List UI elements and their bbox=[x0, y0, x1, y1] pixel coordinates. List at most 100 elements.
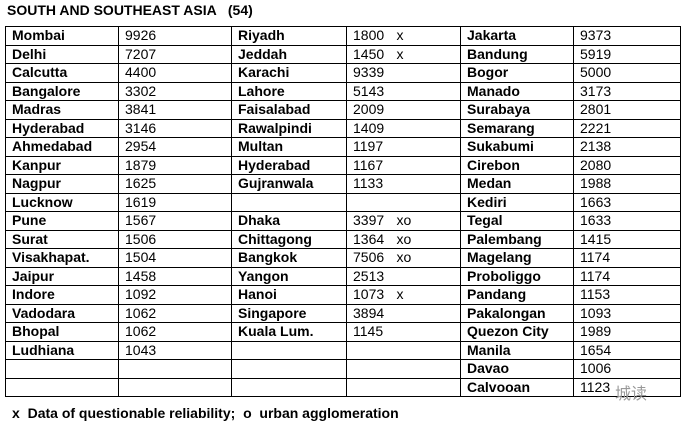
population-cell: 7506 bbox=[346, 248, 393, 268]
city-cell: Pandang bbox=[460, 285, 574, 305]
population-cell: 1633 bbox=[573, 211, 681, 231]
population-cell: 1062 bbox=[118, 322, 232, 342]
table-row: Pune 1567 Dhaka 3397 xo Tegal 1633 bbox=[5, 211, 681, 231]
table-row: Indore 1092 Hanoi 1073 x Pandang 1153 bbox=[5, 285, 681, 305]
population-cell: 4400 bbox=[118, 63, 232, 83]
city-cell: Cirebon bbox=[460, 155, 574, 175]
city-cell: Bangkok bbox=[231, 248, 347, 268]
table-row: Visakhapat. 1504 Bangkok 7506 xo Magelang 1174 bbox=[5, 248, 681, 268]
table-row: Calvooan 1123 bbox=[5, 377, 681, 397]
flag-cell bbox=[392, 155, 461, 175]
population-cell: 1879 bbox=[118, 155, 232, 175]
city-cell: Gujranwala bbox=[231, 174, 347, 194]
population-cell: 1506 bbox=[118, 229, 232, 249]
table-row: Delhi 7207 Jeddah 1450 x Bandung 5919 bbox=[5, 44, 681, 64]
flag-cell bbox=[392, 266, 461, 286]
flag-cell: x bbox=[392, 44, 461, 64]
population-cell: 1988 bbox=[573, 174, 681, 194]
population-cell: 2009 bbox=[346, 100, 393, 120]
table-row: Madras 3841 Faisalabad 2009 Surabaya 2801 bbox=[5, 100, 681, 120]
population-cell: 1153 bbox=[573, 285, 681, 305]
city-cell: Manila bbox=[460, 340, 574, 360]
city-cell: Kanpur bbox=[5, 155, 119, 175]
note: urban agglomeration bbox=[259, 405, 399, 421]
city-cell: Calvooan bbox=[460, 377, 574, 397]
population-cell: 2080 bbox=[573, 155, 681, 175]
note: Data of questionable reliability; bbox=[27, 405, 236, 421]
population-cell: 5000 bbox=[573, 63, 681, 83]
city-cell: Calcutta bbox=[5, 63, 119, 83]
city-cell: Bangalore bbox=[5, 81, 119, 101]
flag-cell: x bbox=[392, 26, 461, 46]
city-cell bbox=[231, 377, 347, 397]
flag-cell: xo bbox=[392, 229, 461, 249]
city-cell: Jaipur bbox=[5, 266, 119, 286]
title: SOUTH AND SOUTHEAST ASIA (54) bbox=[7, 2, 253, 18]
flag-cell: xo bbox=[392, 248, 461, 268]
population-cell bbox=[118, 359, 232, 379]
city-cell: Pakalongan bbox=[460, 303, 574, 323]
city-cell: Indore bbox=[5, 285, 119, 305]
population-cell: 2801 bbox=[573, 100, 681, 120]
city-cell: Manado bbox=[460, 81, 574, 101]
population-cell: 1989 bbox=[573, 322, 681, 342]
table-row: Surat 1506 Chittagong 1364 xo Palembang 1415 bbox=[5, 229, 681, 249]
population-cell: 1062 bbox=[118, 303, 232, 323]
table-row: Ludhiana 1043 Manila 1654 bbox=[5, 340, 681, 360]
flag-cell bbox=[392, 100, 461, 120]
population-cell: 1043 bbox=[118, 340, 232, 360]
flag-cell: x bbox=[392, 285, 461, 305]
table-row: Kanpur 1879 Hyderabad 1167 Cirebon 2080 bbox=[5, 155, 681, 175]
population-cell: 1415 bbox=[573, 229, 681, 249]
city-cell: Madras bbox=[5, 100, 119, 120]
city-cell: Yangon bbox=[231, 266, 347, 286]
flag-cell: xo bbox=[392, 211, 461, 231]
city-table: Mombai 9926 Riyadh 1800 x Jakarta 9373 Delhi 720… bbox=[5, 26, 681, 397]
city-cell: Vadodara bbox=[5, 303, 119, 323]
population-cell: 1450 bbox=[346, 44, 393, 64]
population-cell: 5919 bbox=[573, 44, 681, 64]
population-cell: 9339 bbox=[346, 63, 393, 83]
city-cell bbox=[5, 377, 119, 397]
population-cell bbox=[118, 377, 232, 397]
city-cell: Lucknow bbox=[5, 192, 119, 212]
flag-cell bbox=[392, 174, 461, 194]
flag-cell bbox=[392, 63, 461, 83]
city-cell: Chittagong bbox=[231, 229, 347, 249]
table-row: Lucknow 1619 Kediri 1663 bbox=[5, 192, 681, 212]
population-cell: 9926 bbox=[118, 26, 232, 46]
population-cell: 1073 bbox=[346, 285, 393, 305]
population-cell: 1800 bbox=[346, 26, 393, 46]
mark: o bbox=[243, 405, 252, 421]
population-cell: 2513 bbox=[346, 266, 393, 286]
population-cell: 1409 bbox=[346, 118, 393, 138]
table-row: Davao 1006 bbox=[5, 359, 681, 379]
population-cell: 1663 bbox=[573, 192, 681, 212]
population-cell: 1504 bbox=[118, 248, 232, 268]
flag-cell bbox=[392, 303, 461, 323]
city-cell: Ludhiana bbox=[5, 340, 119, 360]
population-cell: 1145 bbox=[346, 322, 393, 342]
city-cell: Semarang bbox=[460, 118, 574, 138]
flag-cell bbox=[392, 137, 461, 157]
city-cell: Bogor bbox=[460, 63, 574, 83]
population-cell: 1174 bbox=[573, 248, 681, 268]
table-row: Mombai 9926 Riyadh 1800 x Jakarta 9373 bbox=[5, 26, 681, 46]
population-cell: 3302 bbox=[118, 81, 232, 101]
population-cell: 1006 bbox=[573, 359, 681, 379]
population-cell: 2138 bbox=[573, 137, 681, 157]
population-cell: 2954 bbox=[118, 137, 232, 157]
city-cell: Mombai bbox=[5, 26, 119, 46]
city-cell: Kediri bbox=[460, 192, 574, 212]
city-cell: Surat bbox=[5, 229, 119, 249]
table-row: Nagpur 1625 Gujranwala 1133 Medan 1988 bbox=[5, 174, 681, 194]
city-cell: Ahmedabad bbox=[5, 137, 119, 157]
city-cell: Delhi bbox=[5, 44, 119, 64]
population-cell: 1123 bbox=[573, 377, 681, 397]
city-cell: Sukabumi bbox=[460, 137, 574, 157]
population-cell: 1364 bbox=[346, 229, 393, 249]
city-cell: Davao bbox=[460, 359, 574, 379]
population-cell: 2221 bbox=[573, 118, 681, 138]
population-cell: 1619 bbox=[118, 192, 232, 212]
population-cell: 1174 bbox=[573, 266, 681, 286]
